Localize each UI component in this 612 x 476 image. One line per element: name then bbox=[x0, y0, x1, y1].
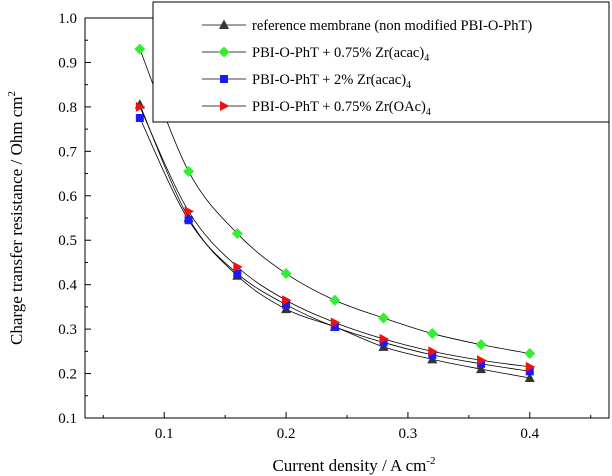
legend-entry-4: PBI-O-PhT + 0.75% Zr(OAc)4 bbox=[202, 99, 431, 118]
data-point bbox=[426, 328, 438, 340]
data-point bbox=[135, 114, 144, 122]
y-tick-label: 0.5 bbox=[58, 233, 77, 249]
data-point bbox=[231, 228, 243, 240]
data-point bbox=[379, 338, 388, 347]
y-axis-title-superscript: 2 bbox=[6, 91, 18, 97]
y-tick-label: 0.2 bbox=[58, 367, 77, 383]
series-4 bbox=[135, 101, 536, 372]
series-2 bbox=[134, 43, 536, 360]
y-axis-title-main: Charge transfer resistance / Ohm cm bbox=[7, 97, 26, 345]
legend-entries: reference membrane (non modified PBI-O-P… bbox=[202, 18, 532, 118]
legend-label: PBI-O-PhT + 0.75% Zr(acac)4 bbox=[252, 45, 429, 64]
data-point bbox=[525, 361, 536, 372]
legend-label: PBI-O-PhT + 0.75% Zr(OAc)4 bbox=[252, 99, 431, 118]
x-tick-label: 0.1 bbox=[155, 426, 174, 442]
data-point bbox=[183, 165, 195, 177]
y-tick-label: 0.7 bbox=[58, 144, 77, 160]
legend-box bbox=[152, 1, 610, 123]
x-tick-label: 0.4 bbox=[520, 426, 539, 442]
data-point bbox=[330, 317, 341, 328]
y-tick-label: 0.8 bbox=[58, 100, 77, 116]
data-point bbox=[475, 339, 487, 351]
data-point bbox=[524, 348, 536, 360]
data-point bbox=[477, 355, 487, 366]
series-1 bbox=[134, 99, 535, 382]
legend-entry-1: reference membrane (non modified PBI-O-P… bbox=[202, 18, 532, 34]
data-point bbox=[280, 268, 292, 280]
legend-label-main: PBI-O-PhT + 0.75% Zr(OAc) bbox=[252, 99, 426, 115]
legend-entry-2: PBI-O-PhT + 0.75% Zr(acac)4 bbox=[202, 45, 429, 64]
data-point bbox=[329, 294, 341, 306]
series-line bbox=[139, 117, 530, 372]
legend-label-subscript: 4 bbox=[424, 53, 429, 64]
legend-marker bbox=[219, 19, 229, 29]
data-point bbox=[233, 269, 242, 278]
y-tick-label: 0.9 bbox=[58, 55, 77, 71]
data-point bbox=[525, 367, 534, 376]
data-point bbox=[477, 359, 486, 368]
x-axis-title: Current density / A cm-2 bbox=[272, 455, 435, 475]
data-point bbox=[184, 216, 193, 225]
data-point bbox=[428, 346, 438, 357]
legend-marker bbox=[218, 46, 230, 58]
y-tick-label: 0.1 bbox=[58, 411, 77, 427]
legend-entry-3: PBI-O-PhT + 2% Zr(acac)4 bbox=[202, 72, 411, 91]
x-axis-title-main: Current density / A cm bbox=[272, 456, 426, 475]
x-tick-label: 0.3 bbox=[399, 426, 418, 442]
data-point bbox=[282, 295, 292, 306]
legend-label: PBI-O-PhT + 2% Zr(acac)4 bbox=[252, 72, 411, 91]
x-axis-title-superscript: -2 bbox=[426, 455, 435, 467]
y-axis: 0.1 0.2 0.3 0.4 0.5 0.6 0.7 0.8 0.9 1.0 bbox=[58, 11, 91, 427]
series-layer bbox=[134, 43, 536, 382]
data-point bbox=[282, 300, 291, 309]
series-3 bbox=[135, 114, 534, 376]
legend-label-subscript: 4 bbox=[406, 80, 411, 91]
data-point bbox=[379, 333, 390, 344]
legend-marker bbox=[220, 101, 230, 111]
data-point bbox=[524, 372, 535, 382]
data-point bbox=[476, 363, 487, 374]
legend-label: reference membrane (non modified PBI-O-P… bbox=[252, 18, 532, 34]
data-point bbox=[428, 350, 437, 359]
x-axis: 0.1 0.2 0.3 0.4 bbox=[102, 412, 592, 442]
legend-label-subscript: 4 bbox=[426, 107, 431, 118]
y-tick-label: 1.0 bbox=[58, 11, 77, 27]
legend-marker bbox=[220, 75, 228, 83]
data-point bbox=[233, 261, 243, 272]
data-point bbox=[378, 312, 390, 324]
legend-label-main: reference membrane (non modified PBI-O-P… bbox=[252, 18, 532, 34]
legend-label-main: PBI-O-PhT + 2% Zr(acac) bbox=[252, 72, 406, 88]
series-line bbox=[139, 104, 530, 379]
y-tick-label: 0.3 bbox=[58, 322, 77, 338]
data-point bbox=[134, 43, 146, 55]
legend-label-main: PBI-O-PhT + 0.75% Zr(acac) bbox=[252, 45, 424, 61]
data-point bbox=[135, 101, 146, 112]
data-point bbox=[330, 322, 339, 331]
legend: reference membrane (non modified PBI-O-P… bbox=[152, 1, 610, 123]
y-tick-label: 0.6 bbox=[58, 189, 77, 205]
data-point bbox=[184, 206, 195, 217]
y-tick-label: 0.4 bbox=[58, 278, 77, 294]
y-axis-title: Charge transfer resistance / Ohm cm2 bbox=[6, 91, 26, 345]
x-tick-label: 0.2 bbox=[277, 426, 296, 442]
